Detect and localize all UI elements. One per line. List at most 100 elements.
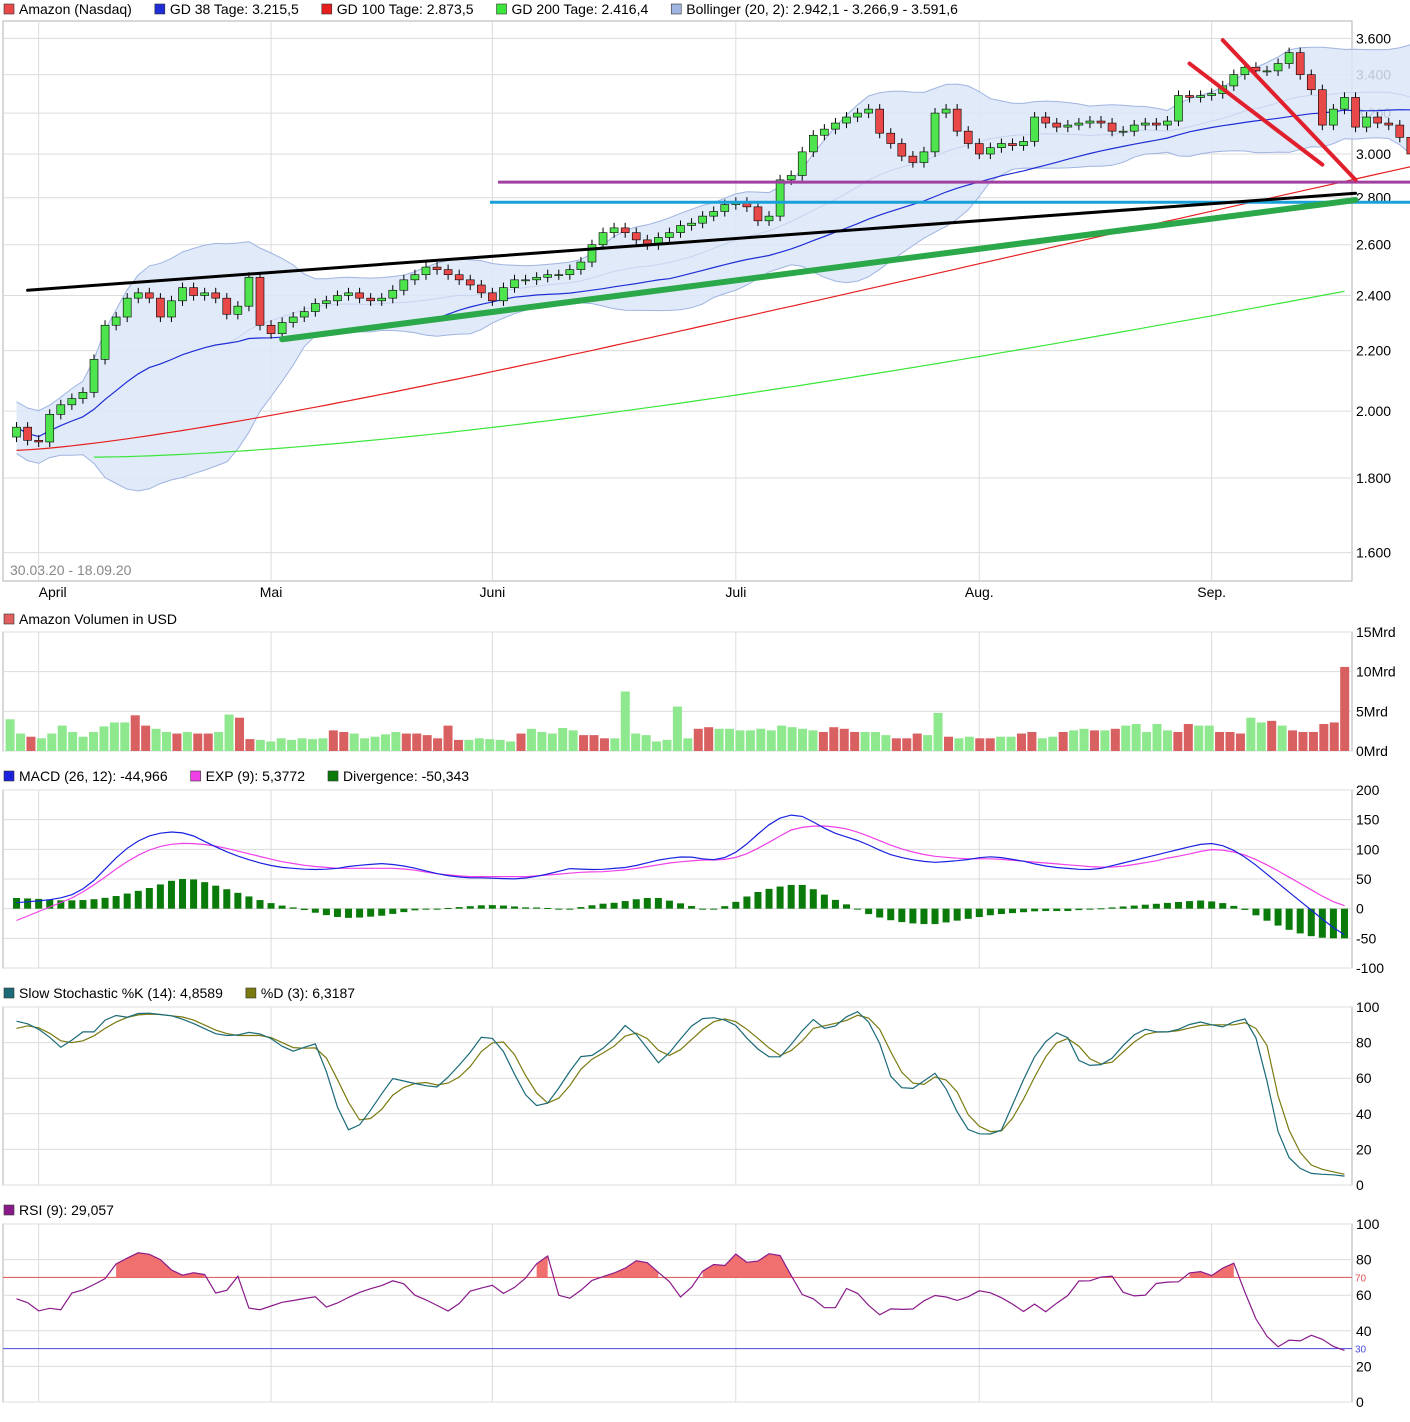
- x-axis-month-label: April: [39, 584, 67, 600]
- divergence-bar: [810, 889, 817, 908]
- candle-body: [887, 133, 895, 143]
- price-legend-swatch-3: [497, 4, 507, 14]
- price-legend-label-3: GD 200 Tage: 2.416,4: [512, 1, 649, 17]
- divergence-bar: [201, 882, 208, 908]
- divergence-bar: [1297, 909, 1304, 934]
- divergence-bar: [13, 898, 20, 909]
- candle-body: [378, 298, 386, 301]
- divergence-bar: [79, 900, 86, 909]
- candle-body: [898, 144, 906, 157]
- volume-bar: [412, 734, 421, 751]
- candle-body: [854, 113, 862, 117]
- volume-bar: [131, 715, 140, 751]
- divergence-bar: [1286, 909, 1293, 930]
- stoch-legend-label-0: Slow Stochastic %K (14): 4,8589: [19, 985, 223, 1001]
- rsi-panel-y-tick-label: 100: [1356, 1216, 1380, 1232]
- candle-body: [289, 317, 297, 322]
- candle-body: [322, 301, 330, 304]
- volume-bar: [1111, 729, 1120, 751]
- candle-body: [1329, 109, 1337, 125]
- price-panel-y-tick-label: 2.000: [1356, 403, 1391, 419]
- price-legend-swatch-0: [4, 4, 14, 14]
- volume-bar: [1100, 730, 1109, 751]
- candle-body: [201, 293, 209, 296]
- divergence-bar: [622, 901, 629, 909]
- volume-bar: [589, 735, 598, 751]
- divergence-bar: [932, 909, 939, 924]
- volume-bar: [954, 738, 963, 751]
- candle-body: [466, 280, 474, 285]
- divergence-bar: [1109, 907, 1116, 908]
- volume-bar: [245, 739, 254, 751]
- divergence-bar: [1031, 909, 1038, 912]
- volume-panel-y-tick-label: 0Mrd: [1356, 743, 1388, 759]
- divergence-bar: [788, 885, 795, 909]
- divergence-bar: [301, 909, 308, 910]
- candle-body: [145, 293, 153, 298]
- divergence-bar: [1264, 909, 1271, 921]
- volume-bar: [1038, 738, 1047, 751]
- candle-body: [1263, 71, 1271, 72]
- volume-bar: [683, 738, 692, 751]
- divergence-bar: [577, 907, 584, 909]
- volume-bar: [79, 737, 88, 751]
- divergence-bar: [677, 903, 684, 908]
- rsi-panel-frame: [3, 1224, 1352, 1402]
- candle-body: [156, 298, 164, 317]
- divergence-bar: [102, 898, 109, 909]
- divergence-bar: [1153, 904, 1160, 909]
- divergence-bar: [887, 909, 894, 921]
- macd-legend-swatch-0: [4, 771, 14, 781]
- volume-bar: [256, 740, 265, 751]
- volume-bar: [444, 726, 453, 751]
- price-legend-label-2: GD 100 Tage: 2.873,5: [337, 1, 474, 17]
- volume-bar: [225, 715, 234, 751]
- divergence-bar: [865, 909, 872, 914]
- volume-bar: [277, 738, 286, 751]
- divergence-bar: [821, 895, 828, 909]
- volume-bar: [756, 729, 765, 751]
- volume-bar: [454, 740, 463, 751]
- candle-body: [865, 109, 873, 113]
- candle-body: [798, 152, 806, 176]
- volume-bar: [808, 730, 817, 751]
- macd-legend-label-1: EXP (9): 5,3772: [206, 768, 306, 784]
- stoch-panel-y-tick-label: 20: [1356, 1141, 1372, 1157]
- divergence-bar: [345, 909, 352, 918]
- volume-bar: [37, 738, 46, 751]
- divergence-bar: [1275, 909, 1282, 926]
- volume-bar: [788, 727, 797, 751]
- divergence-bar: [1142, 905, 1149, 909]
- volume-bar: [569, 730, 578, 751]
- volume-legend-label-0: Amazon Volumen in USD: [19, 611, 177, 627]
- divergence-bar: [688, 906, 695, 909]
- candle-body: [765, 216, 773, 221]
- divergence-bar: [987, 909, 994, 916]
- divergence-bar: [268, 903, 275, 909]
- volume-bar: [1288, 730, 1297, 751]
- volume-bar: [715, 729, 724, 751]
- x-axis-month-label: Juli: [725, 584, 746, 600]
- divergence-bar: [920, 909, 927, 924]
- volume-bar: [89, 732, 98, 751]
- divergence-bar: [456, 907, 463, 909]
- price-legend-label-0: Amazon (Nasdaq): [19, 1, 132, 17]
- candle-body: [566, 270, 574, 275]
- divergence-bar: [157, 884, 164, 908]
- volume-bar: [308, 739, 317, 751]
- divergence-bar: [566, 909, 573, 910]
- divergence-bar: [323, 909, 330, 915]
- candle-body: [1230, 75, 1238, 86]
- divergence-bar: [1075, 909, 1082, 910]
- volume-bar: [183, 732, 192, 751]
- volume-bar: [1048, 737, 1057, 751]
- divergence-bar: [766, 889, 773, 909]
- candle-body: [1374, 117, 1382, 123]
- volume-bar: [433, 738, 442, 751]
- price-panel-y-tick-label: 3.000: [1356, 146, 1391, 162]
- divergence-bar: [600, 904, 607, 909]
- divergence-bar: [234, 893, 241, 909]
- candle-body: [621, 228, 629, 233]
- volume-bar: [1309, 732, 1318, 751]
- volume-panel-y-tick-label: 15Mrd: [1356, 624, 1396, 640]
